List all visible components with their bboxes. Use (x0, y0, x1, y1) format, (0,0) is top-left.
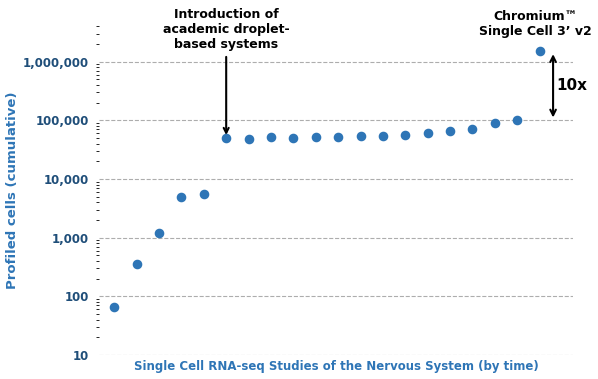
Point (512, 117, 522, 123)
Point (401, 132, 410, 138)
Point (468, 126, 477, 132)
Point (221, 135, 231, 141)
Point (289, 135, 298, 141)
Point (446, 128, 455, 134)
Point (199, 191, 209, 197)
Point (244, 136, 254, 142)
Point (154, 230, 164, 236)
Point (356, 133, 365, 139)
Point (132, 261, 141, 267)
Point (311, 135, 321, 141)
Point (109, 304, 119, 310)
Point (423, 130, 432, 136)
Point (333, 134, 343, 140)
Point (490, 120, 500, 126)
Text: Introduction of
academic droplet-
based systems: Introduction of academic droplet- based … (163, 8, 289, 133)
Text: 10x: 10x (557, 78, 587, 93)
Point (378, 133, 388, 139)
Point (266, 134, 276, 140)
Point (176, 194, 186, 200)
X-axis label: Single Cell RNA-seq Studies of the Nervous System (by time): Single Cell RNA-seq Studies of the Nervo… (133, 360, 538, 373)
Point (535, 48, 544, 54)
Y-axis label: Profiled cells (cumulative): Profiled cells (cumulative) (5, 92, 19, 290)
Text: Chromium™
Single Cell 3’ v2: Chromium™ Single Cell 3’ v2 (479, 10, 591, 38)
